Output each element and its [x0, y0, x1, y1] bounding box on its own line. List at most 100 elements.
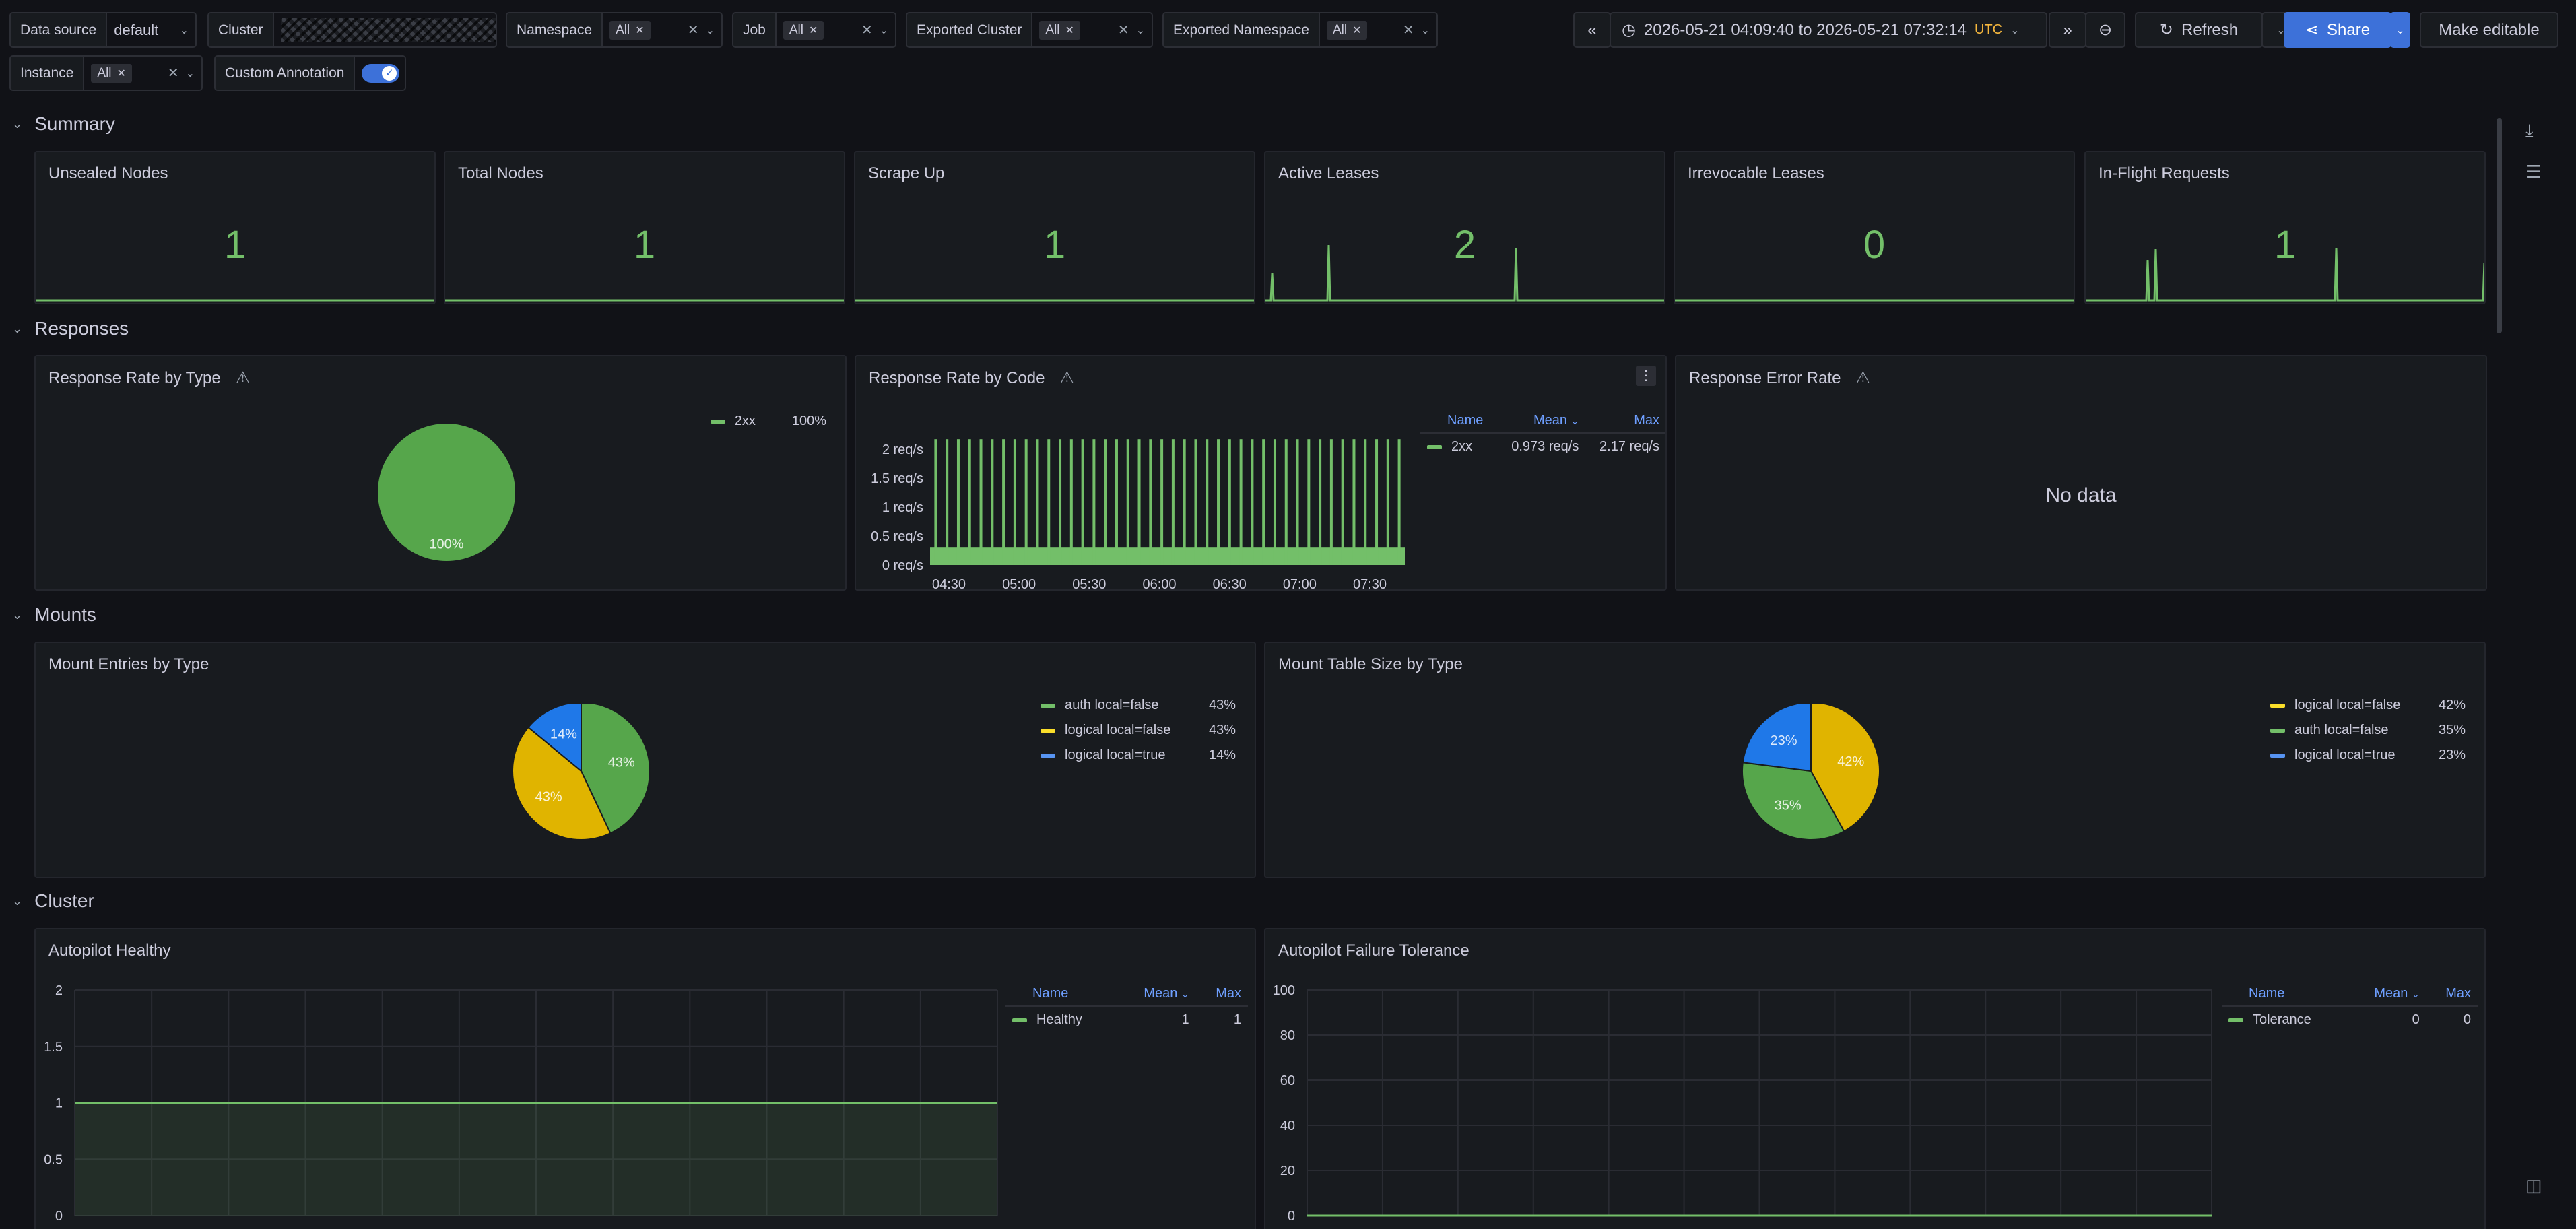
legend-item[interactable]: logical local=true 23% — [2270, 743, 2466, 768]
namespace-variable[interactable]: Namespace All ✕ ✕ ⌄ — [506, 12, 723, 48]
share-dropdown[interactable]: ⌄ — [2390, 12, 2410, 48]
row-responses[interactable]: ⌄ Responses — [12, 318, 129, 339]
series-bar — [968, 439, 971, 565]
panel-response-rate-by-code[interactable]: Response Rate by Code ⚠ ⋮ 0 req/s 0.5 req/… — [855, 355, 1667, 591]
stat-panel-in-flight-requests[interactable]: In-Flight Requests 1 — [2084, 151, 2486, 304]
exported-cluster-variable[interactable]: Exported Cluster All ✕ ✕ ⌄ — [906, 12, 1153, 48]
legend-item[interactable]: auth local=false 43% — [1041, 693, 1236, 718]
pie-slice-label: 23% — [1771, 733, 1797, 748]
panel-mount-table-size-by-type[interactable]: Mount Table Size by Type 42% 35% 23% logic… — [1264, 642, 2486, 878]
stat-panel-total-nodes[interactable]: Total Nodes 1 — [444, 151, 845, 304]
pie-slice — [527, 704, 582, 773]
row-summary[interactable]: ⌄ Summary — [12, 113, 115, 135]
zoom-out-button[interactable]: ⊖ — [2085, 12, 2125, 48]
double-chevron-left-icon: « — [1587, 20, 1597, 39]
warning-icon[interactable]: ⚠ — [235, 369, 251, 387]
namespace-label: Namespace — [507, 13, 603, 46]
panel-autopilot-healthy[interactable]: Autopilot Healthy 0 0.5 1 1.5 2 Name Mean ⌄ … — [34, 928, 1256, 1229]
share-button[interactable]: ⋖ Share — [2284, 12, 2391, 48]
legend-item[interactable]: logical local=true 14% — [1041, 743, 1236, 768]
legend-header-mean[interactable]: Mean ⌄ — [1496, 409, 1586, 434]
panel-mount-entries-by-type[interactable]: Mount Entries by Type 43% 43% 14% auth loc… — [34, 642, 1256, 878]
clear-icon[interactable]: ✕ — [687, 23, 699, 38]
time-shift-back-button[interactable]: « — [1573, 12, 1611, 48]
exported-namespace-variable[interactable]: Exported Namespace All ✕ ✕ ⌄ — [1162, 12, 1438, 48]
stat-baseline — [855, 299, 1254, 302]
y-tick-label: 80 — [1280, 1028, 1295, 1043]
sidebar-toggle-icon[interactable]: ◫ — [2525, 1175, 2542, 1195]
legend-header-name[interactable]: Name — [1420, 409, 1497, 434]
legend-header-max[interactable]: Max — [1195, 982, 1248, 1007]
job-variable[interactable]: Job All ✕ ✕ ⌄ — [732, 12, 896, 48]
panel-menu-icon[interactable]: ⋮ — [1636, 366, 1656, 386]
legend-swatch — [2270, 728, 2285, 733]
legend-mean: 1 — [1181, 1012, 1189, 1027]
custom-annotation-toggle[interactable] — [362, 63, 400, 83]
stat-panel-irrevocable-leases[interactable]: Irrevocable Leases 0 — [1674, 151, 2075, 304]
series-bar — [1104, 439, 1107, 565]
chevron-down-icon: ⌄ — [12, 321, 23, 335]
legend-item[interactable]: logical local=false 42% — [2270, 693, 2466, 718]
chevron-down-icon: ⌄ — [1420, 24, 1430, 36]
legend-pct: 42% — [2438, 698, 2466, 712]
row-mounts[interactable]: ⌄ Mounts — [12, 604, 96, 626]
legend-row[interactable]: Tolerance 0 0 — [2222, 1006, 2478, 1033]
datasource-picker[interactable]: Data source default ⌄ — [9, 12, 197, 48]
legend-item[interactable]: logical local=false 43% — [1041, 718, 1236, 743]
stat-panel-scrape-up[interactable]: Scrape Up 1 — [854, 151, 1255, 304]
exported-cluster-chip[interactable]: All ✕ — [1039, 20, 1080, 40]
download-icon[interactable]: ⤓ — [2525, 120, 2534, 140]
chip-remove-icon[interactable]: ✕ — [117, 67, 126, 79]
chip-remove-icon[interactable]: ✕ — [635, 24, 645, 36]
scrollbar[interactable] — [2497, 118, 2502, 333]
chip-remove-icon[interactable]: ✕ — [1065, 24, 1074, 36]
series-bar — [1206, 439, 1209, 565]
chip-remove-icon[interactable]: ✕ — [808, 24, 818, 36]
cluster-variable[interactable]: Cluster — [207, 12, 497, 48]
panel-response-rate-by-type[interactable]: Response Rate by Type ⚠ 100% 2xx 100% — [34, 355, 847, 591]
series-bar — [1183, 439, 1186, 565]
clear-icon[interactable]: ✕ — [1117, 23, 1129, 38]
legend-item[interactable]: 2xx 100% — [710, 409, 826, 434]
stat-panel-unsealed-nodes[interactable]: Unsealed Nodes 1 — [34, 151, 436, 304]
legend-header-mean[interactable]: Mean ⌄ — [1117, 982, 1196, 1007]
panel-response-error-rate[interactable]: Response Error Rate ⚠ No data — [1675, 355, 2487, 591]
warning-icon[interactable]: ⚠ — [1855, 369, 1870, 387]
series-bar — [1013, 439, 1016, 565]
time-shift-forward-button[interactable]: » — [2049, 12, 2086, 48]
legend-row[interactable]: Healthy 1 1 — [1005, 1006, 1248, 1033]
refresh-button[interactable]: ↻ Refresh — [2135, 12, 2263, 48]
warning-icon[interactable]: ⚠ — [1059, 369, 1075, 387]
legend-header-name[interactable]: Name — [2222, 982, 2349, 1007]
make-editable-button[interactable]: Make editable — [2420, 12, 2558, 48]
clear-icon[interactable]: ✕ — [861, 23, 873, 38]
legend-item[interactable]: auth local=false 35% — [2270, 718, 2466, 743]
time-range-picker[interactable]: ◷ 2026-05-21 04:09:40 to 2026-05-21 07:3… — [1610, 12, 2047, 48]
series-bar — [1194, 439, 1197, 565]
y-tick-label: 40 — [1280, 1119, 1295, 1133]
legend-row[interactable]: 2xx 0.973 req/s 2.17 req/s — [1420, 433, 1665, 460]
instance-chip[interactable]: All ✕ — [91, 63, 132, 83]
redacted-cluster-value — [280, 18, 496, 42]
legend-header-mean[interactable]: Mean ⌄ — [2348, 982, 2426, 1007]
legend-header-max[interactable]: Max — [2426, 982, 2478, 1007]
outline-icon[interactable]: ☰ — [2525, 162, 2542, 182]
panel-autopilot-failure-tolerance[interactable]: Autopilot Failure Tolerance 0 20 40 60 80 100… — [1264, 928, 2486, 1229]
legend-name: 2xx — [734, 413, 756, 428]
chip-remove-icon[interactable]: ✕ — [1352, 24, 1362, 36]
exported-namespace-chip[interactable]: All ✕ — [1326, 20, 1368, 40]
stat-panel-active-leases[interactable]: Active Leases 2 — [1264, 151, 1665, 304]
legend-header-name[interactable]: Name — [1005, 982, 1117, 1007]
legend-mean: 0 — [2412, 1012, 2420, 1027]
y-tick-label: 1 — [55, 1096, 63, 1111]
legend-header-max[interactable]: Max — [1585, 409, 1665, 434]
job-chip[interactable]: All ✕ — [783, 20, 824, 40]
row-cluster[interactable]: ⌄ Cluster — [12, 890, 94, 912]
clear-icon[interactable]: ✕ — [1402, 23, 1414, 38]
chevron-down-icon: ⌄ — [705, 24, 715, 36]
legend-pct: 35% — [2438, 723, 2466, 737]
instance-variable[interactable]: Instance All ✕ ✕ ⌄ — [9, 55, 203, 91]
chevron-down-icon: ⌄ — [2396, 24, 2405, 36]
clear-icon[interactable]: ✕ — [167, 66, 179, 81]
namespace-chip[interactable]: All ✕ — [609, 20, 651, 40]
